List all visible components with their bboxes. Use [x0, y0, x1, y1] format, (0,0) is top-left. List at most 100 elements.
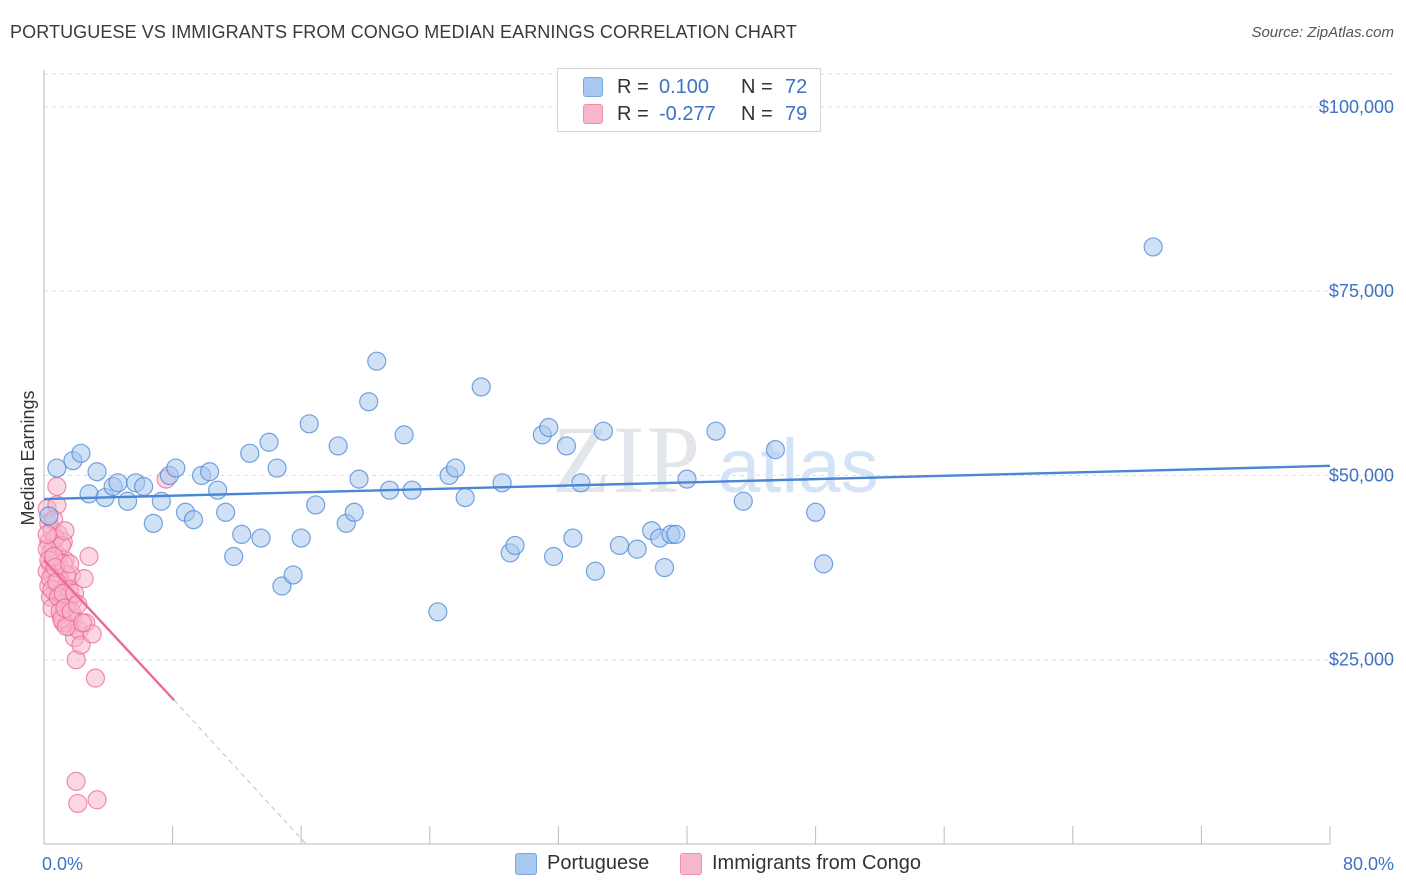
point-portuguese [143, 513, 163, 533]
point-portuguese [543, 546, 564, 567]
legend-r-label: R = [617, 75, 649, 98]
point-congo [85, 668, 106, 688]
point-portuguese [344, 502, 364, 522]
point-portuguese [571, 473, 591, 493]
y-tick-label: $100,000 [1319, 97, 1394, 117]
point-portuguese [216, 502, 236, 522]
legend-label-portuguese: Portuguese [547, 852, 650, 874]
point-portuguese [593, 421, 614, 441]
point-congo [87, 790, 107, 810]
point-congo [68, 793, 88, 814]
point-portuguese [765, 440, 786, 460]
point-congo [79, 546, 99, 567]
point-portuguese [394, 425, 414, 445]
point-portuguese [283, 565, 303, 585]
point-portuguese [251, 528, 271, 548]
legend-n-label: N = [741, 102, 773, 125]
point-portuguese [306, 495, 326, 515]
point-portuguese [505, 535, 525, 556]
point-portuguese [733, 491, 753, 511]
y-tick-label: $25,000 [1329, 650, 1394, 670]
trend-line-congo [43, 559, 176, 702]
point-portuguese [240, 443, 260, 463]
point-congo [55, 521, 75, 541]
point-congo [72, 613, 93, 633]
point-portuguese [299, 414, 319, 434]
series-legend: Portuguese Immigrants from Congo [0, 852, 1406, 878]
legend-swatch-congo [680, 852, 702, 875]
legend-swatch-portuguese [583, 77, 603, 97]
legend-item-portuguese: Portuguese [515, 852, 649, 875]
point-portuguese [706, 421, 726, 441]
point-portuguese [224, 546, 244, 567]
point-portuguese [556, 436, 577, 456]
correlation-legend: R = 0.100 N = 72 R = -0.277 N = 79 [557, 68, 821, 132]
legend-swatch-congo [583, 104, 603, 124]
y-tick-labels: $25,000 $50,000 $75,000 $100,000 [1319, 97, 1394, 670]
legend-label-congo: Immigrants from Congo [712, 852, 921, 874]
point-portuguese [677, 469, 697, 489]
trend-line-portuguese [43, 464, 1331, 501]
point-portuguese [585, 561, 605, 581]
grid-lines [44, 73, 1394, 661]
point-portuguese [666, 524, 686, 545]
chart-title: PORTUGUESE VS IMMIGRANTS FROM CONGO MEDI… [10, 22, 797, 42]
point-portuguese [428, 602, 448, 622]
point-portuguese [183, 510, 204, 530]
point-congo [66, 771, 86, 791]
point-portuguese [232, 524, 252, 545]
source-label: Source: ZipAtlas.com [1251, 24, 1394, 41]
legend-r-label: R = [617, 102, 649, 125]
point-portuguese [208, 480, 228, 500]
trend-lines [43, 464, 1331, 845]
legend-row-portuguese: R = 0.100 N = 72 [583, 76, 807, 98]
y-tick-label: $50,000 [1329, 465, 1394, 485]
x-tick-label-left: 0.0% [42, 854, 83, 874]
point-portuguese [291, 528, 311, 548]
point-portuguese [47, 458, 67, 478]
point-portuguese [199, 462, 220, 482]
point-portuguese [814, 554, 834, 574]
point-portuguese [445, 458, 466, 478]
point-portuguese [134, 476, 154, 497]
legend-n-value: 72 [785, 75, 808, 98]
watermark-zip: ZIP [552, 406, 702, 513]
point-congo [47, 476, 67, 497]
point-portuguese [563, 528, 583, 548]
point-portuguese [79, 484, 99, 504]
point-portuguese [117, 491, 138, 511]
legend-swatch-portuguese [515, 852, 537, 875]
axes [43, 70, 1331, 845]
point-portuguese [166, 458, 186, 478]
trend-extension-congo [173, 699, 307, 845]
point-portuguese [259, 432, 279, 452]
point-portuguese [87, 462, 107, 482]
point-portuguese [267, 458, 287, 478]
x-tick-label-right: 80.0% [1343, 854, 1394, 874]
legend-row-congo: R = -0.277 N = 79 [583, 103, 807, 125]
y-axis-label: Median Earnings [18, 390, 38, 525]
point-congo [60, 554, 80, 574]
point-portuguese [39, 506, 59, 526]
y-tick-label: $75,000 [1329, 281, 1394, 301]
legend-n-label: N = [741, 75, 773, 98]
point-portuguese [367, 351, 387, 371]
legend-n-value: 79 [785, 102, 808, 125]
point-portuguese [627, 539, 647, 559]
point-portuguese [359, 392, 379, 412]
point-portuguese [1143, 237, 1163, 257]
legend-r-value: -0.277 [659, 102, 716, 125]
point-portuguese [539, 417, 559, 438]
point-portuguese [108, 473, 128, 493]
point-portuguese [805, 502, 826, 522]
point-portuguese [349, 469, 369, 489]
point-portuguese [492, 473, 512, 493]
point-portuguese [455, 487, 475, 508]
point-congo [37, 524, 57, 545]
point-portuguese [328, 436, 348, 456]
series-portuguese-points [39, 237, 1163, 622]
point-portuguese [609, 535, 630, 556]
point-portuguese [471, 377, 491, 397]
point-portuguese [654, 557, 675, 578]
